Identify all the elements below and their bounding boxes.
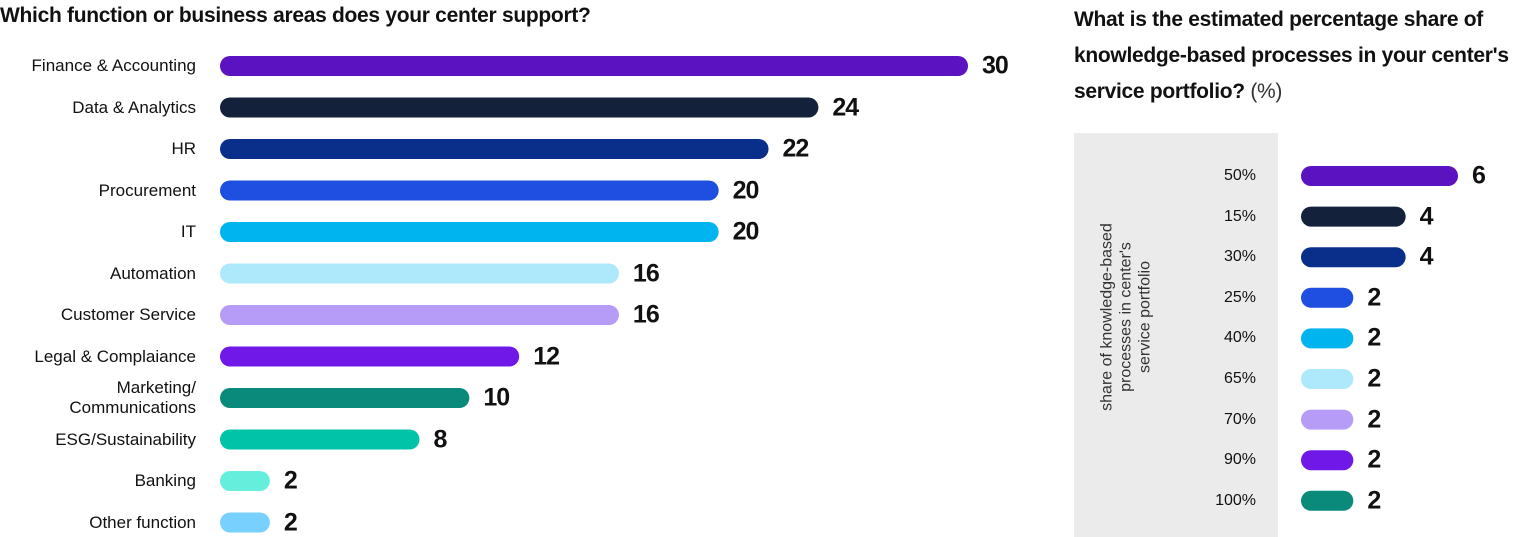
- category-label: 100%: [1215, 491, 1256, 509]
- value-label: 4: [1419, 202, 1434, 231]
- chart-title: Which function or business areas does yo…: [0, 4, 591, 27]
- category-label: Data & Analytics: [72, 97, 196, 117]
- value-label: 2: [1367, 364, 1381, 393]
- value-label: 12: [533, 342, 560, 370]
- category-label: 15%: [1223, 207, 1256, 225]
- value-label: 2: [1367, 486, 1381, 515]
- value-label: 16: [632, 300, 660, 329]
- category-label: ESG/Sustainability: [55, 429, 196, 449]
- category-label: 40%: [1223, 329, 1256, 347]
- category-label: Other function: [89, 512, 196, 532]
- category-label: IT: [180, 222, 196, 241]
- value-label: 6: [1472, 161, 1486, 190]
- category-label: 25%: [1223, 288, 1256, 306]
- category-label: Customer Service: [60, 305, 196, 324]
- value-label: 30: [982, 51, 1009, 80]
- value-label: 2: [1367, 323, 1381, 352]
- value-label: 22: [782, 134, 810, 163]
- value-label: 20: [732, 217, 760, 246]
- category-label: Finance & Accounting: [31, 56, 196, 75]
- value-label: 2: [1367, 283, 1381, 312]
- category-label: 30%: [1223, 248, 1256, 266]
- value-label: 2: [1367, 405, 1381, 434]
- axis-label-box: [1074, 133, 1278, 537]
- category-label: Automation: [110, 263, 196, 283]
- value-label: 2: [283, 508, 298, 536]
- chart-title: What is the estimated percentage share o…: [1074, 2, 1514, 110]
- category-label: Marketing/ Communications: [69, 378, 196, 417]
- value-label: 20: [732, 176, 760, 204]
- category-label: 65%: [1223, 370, 1256, 387]
- value-label: 8: [433, 425, 447, 453]
- category-label: Banking: [134, 471, 196, 490]
- category-label: 90%: [1223, 451, 1256, 469]
- title-text: What is the estimated percentage share o…: [1074, 8, 1509, 103]
- value-label: 2: [1367, 445, 1381, 474]
- value-label: 2: [283, 466, 298, 495]
- category-label: 50%: [1223, 167, 1256, 184]
- value-label: 10: [483, 383, 510, 412]
- category-label: 70%: [1223, 410, 1256, 428]
- value-label: 16: [632, 259, 660, 287]
- category-label: HR: [171, 139, 196, 158]
- value-label: 4: [1419, 242, 1434, 271]
- title-unit: (%): [1250, 80, 1283, 103]
- category-label: Legal & Complaiance: [34, 346, 196, 366]
- value-label: 24: [832, 93, 859, 121]
- category-label: Procurement: [98, 180, 196, 200]
